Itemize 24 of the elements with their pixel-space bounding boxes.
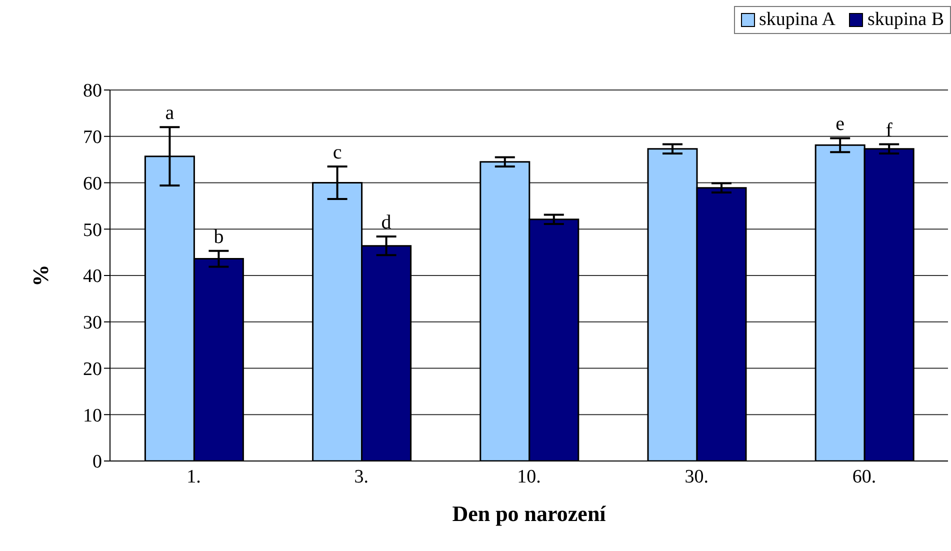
x-axis-title: Den po narození bbox=[452, 501, 607, 526]
x-tick-label: 3. bbox=[354, 466, 369, 488]
y-tick-label: 30 bbox=[83, 312, 102, 334]
y-tick-label: 40 bbox=[83, 266, 102, 288]
y-tick-label: 70 bbox=[83, 127, 102, 148]
x-tick-label: 60. bbox=[852, 466, 876, 488]
data-label: b bbox=[214, 226, 224, 248]
data-label: e bbox=[836, 113, 845, 136]
y-tick-label: 0 bbox=[92, 452, 102, 473]
data-label: a bbox=[165, 102, 174, 124]
y-tick-label: 50 bbox=[83, 220, 102, 241]
y-axis-title: % bbox=[28, 264, 53, 286]
y-tick-label: 80 bbox=[83, 80, 102, 102]
x-tick-label: 10. bbox=[517, 466, 541, 488]
data-label: c bbox=[332, 142, 342, 164]
legend-label: skupina B bbox=[867, 9, 944, 31]
data-label: f bbox=[886, 119, 893, 142]
data-label: d bbox=[381, 212, 392, 234]
legend-label: skupina A bbox=[758, 9, 836, 31]
x-tick-label: 1. bbox=[186, 466, 201, 488]
x-tick-label: 30. bbox=[684, 466, 708, 488]
y-tick-label: 60 bbox=[83, 173, 102, 194]
y-tick-label: 20 bbox=[83, 358, 102, 380]
y-tick-label: 10 bbox=[83, 405, 102, 426]
